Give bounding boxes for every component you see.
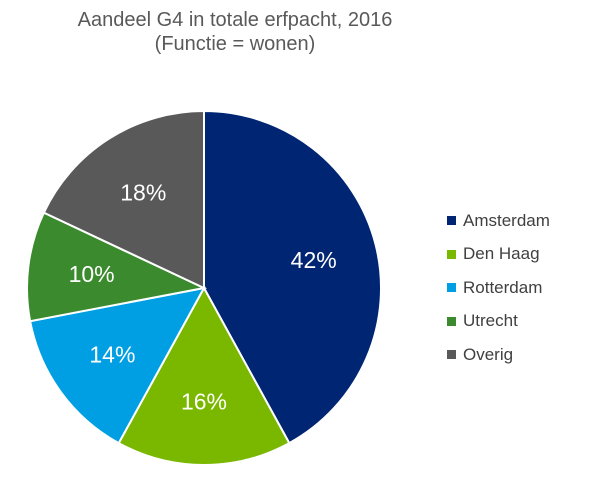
legend-item-rotterdam: Rotterdam [447,271,550,305]
legend-label-overig: Overig [463,344,514,364]
pie-slice-rotterdam [28,286,206,445]
pie-slices [26,109,382,466]
legend-swatch-utrecht [447,316,456,326]
legend-swatch-overig [447,350,456,360]
pie-slice-den-haag [117,285,291,466]
legend-item-utrecht: Utrecht [447,305,550,339]
legend-swatch-amsterdam [447,216,456,226]
pie-slice-utrecht [26,211,208,323]
chart-subtitle: (Functie = wonen) [154,33,316,55]
chart-title-block: Aandeel G4 in totale erfpacht, 2016 (Fun… [0,8,470,56]
chart-title: Aandeel G4 in totale erfpacht, 2016 [77,9,393,31]
pie-slice-overig [42,109,205,290]
slice-label-amsterdam: 42% [291,247,337,273]
legend-item-amsterdam: Amsterdam [447,204,550,238]
slice-label-rotterdam: 14% [89,342,135,368]
legend-swatch-rotterdam [447,283,456,293]
slice-label-overig: 18% [120,179,166,205]
legend-label-rotterdam: Rotterdam [463,277,543,297]
legend-swatch-den-haag [447,249,456,259]
legend-label-den-haag: Den Haag [463,244,540,264]
slice-label-den-haag: 16% [181,388,227,414]
slice-label-utrecht: 10% [69,261,115,287]
legend-item-overig: Overig [447,338,550,372]
legend-label-utrecht: Utrecht [463,311,518,331]
pie-slice-labels: 42% 16% 14% 10% 18% [69,179,337,414]
legend-label-amsterdam: Amsterdam [463,210,550,230]
pie-slice-amsterdam [203,109,382,445]
legend-item-den-haag: Den Haag [447,238,550,272]
chart-legend: Amsterdam Den Haag Rotterdam Utrecht Overig [447,204,550,372]
